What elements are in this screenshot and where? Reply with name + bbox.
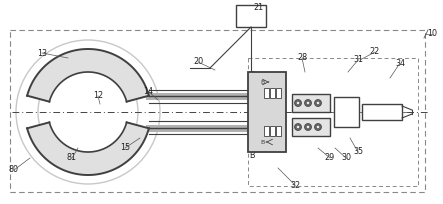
Circle shape	[317, 102, 319, 104]
Text: 33: 33	[250, 122, 260, 132]
Circle shape	[297, 102, 299, 104]
Text: 28: 28	[297, 53, 307, 62]
Polygon shape	[27, 49, 149, 102]
Text: B: B	[249, 71, 255, 81]
Bar	[248, 58, 418, 186]
Text: 80: 80	[9, 165, 19, 174]
Text: B: B	[249, 152, 255, 161]
Circle shape	[315, 100, 322, 106]
Circle shape	[307, 126, 309, 128]
Circle shape	[317, 126, 319, 128]
Bar	[236, 5, 266, 27]
Circle shape	[297, 126, 299, 128]
Bar	[276, 88, 281, 98]
Bar	[264, 126, 269, 136]
Text: 22: 22	[370, 48, 380, 57]
Text: 10: 10	[427, 30, 437, 39]
Text: 13: 13	[37, 49, 47, 58]
Circle shape	[307, 102, 309, 104]
Bar	[292, 118, 330, 136]
Text: 21: 21	[253, 2, 263, 11]
Circle shape	[295, 123, 302, 131]
Text: 34: 34	[395, 59, 405, 68]
Polygon shape	[27, 122, 149, 175]
Text: 31: 31	[353, 55, 363, 64]
Text: 15: 15	[120, 143, 130, 153]
Bar	[248, 72, 286, 152]
Bar	[362, 104, 402, 120]
Bar	[270, 88, 275, 98]
Text: 14: 14	[143, 86, 153, 95]
Circle shape	[295, 100, 302, 106]
Bar	[264, 88, 269, 98]
Text: 32: 32	[290, 181, 300, 190]
Text: 29: 29	[325, 153, 335, 163]
Circle shape	[304, 100, 311, 106]
Text: 12: 12	[93, 92, 103, 101]
Bar	[270, 126, 275, 136]
Text: 81: 81	[67, 153, 77, 163]
Bar	[276, 126, 281, 136]
Circle shape	[304, 123, 311, 131]
Bar	[10, 30, 425, 192]
Text: B: B	[261, 80, 265, 84]
Bar	[292, 94, 330, 112]
Text: 20: 20	[193, 58, 203, 67]
Text: B: B	[261, 140, 265, 144]
Text: 30: 30	[341, 153, 351, 163]
Text: 35: 35	[353, 147, 363, 156]
Bar	[334, 97, 359, 127]
Circle shape	[315, 123, 322, 131]
